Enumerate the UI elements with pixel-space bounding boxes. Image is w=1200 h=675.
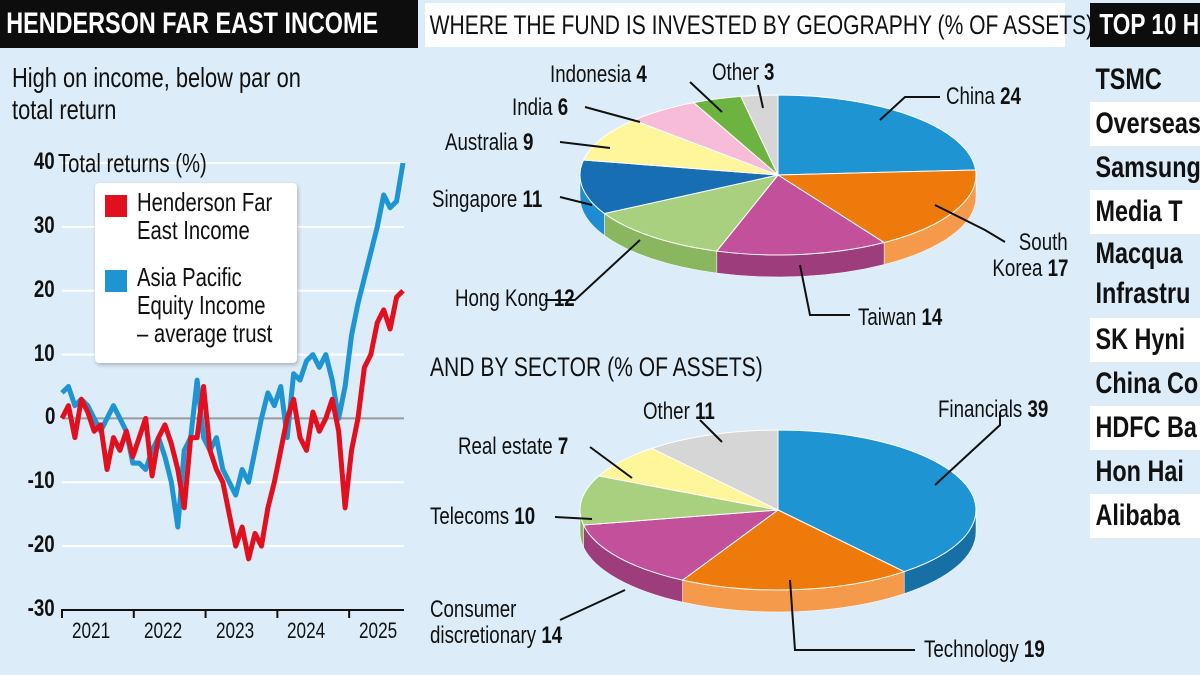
pie-geography (579, 94, 977, 278)
holding-name: Macqua (1095, 237, 1183, 270)
leader-line (559, 589, 626, 621)
label-consumer-discretionary: Consumer discretionary 14 (430, 596, 563, 649)
holding-row: SK Hyni (1090, 318, 1200, 362)
holding-row: Hon Hai (1090, 450, 1200, 494)
x-tick-label: 2023 (215, 618, 254, 643)
holding-name: SK Hyni (1095, 323, 1186, 356)
y-axis-title: Total returns (%) (58, 148, 207, 178)
series-line-average-trust (60, 162, 406, 530)
top-holdings-title: TOP 10 H (1099, 9, 1200, 41)
series-line-henderson (59, 288, 405, 562)
leader-line (545, 239, 641, 301)
holding-name: Overseas (1095, 107, 1200, 140)
label-taiwan: Taiwan 14 (858, 304, 943, 331)
holding-row: China Co (1090, 362, 1200, 406)
label-hong-kong: Hong Kong 12 (455, 285, 575, 312)
leader-line (699, 419, 723, 443)
pie-slice-hong-kong (603, 174, 780, 252)
pie-sector (579, 429, 977, 613)
pie-slice-singapore (579, 159, 779, 215)
holding-name: TSMC (1095, 63, 1162, 96)
leader-line (559, 141, 611, 149)
label-real-estate: Real estate 7 (458, 433, 569, 460)
pie-slice-china (777, 94, 977, 176)
subtitle-line-2: total return (12, 94, 117, 125)
pie-slice-australia (582, 119, 779, 176)
y-tick-label: 40 (34, 148, 55, 175)
pie-slice-technology (681, 509, 906, 591)
pie-slice-taiwan (715, 174, 886, 256)
holding-row: Macqua Infrastru (1090, 234, 1200, 318)
pie-slice-consumer-discretionary (582, 509, 780, 581)
y-tick-label: 10 (34, 339, 55, 367)
geography-title-bar: WHERE THE FUND IS INVESTED BY GEOGRAPHY … (425, 3, 1093, 47)
holding-row: HDFC Ba (1090, 406, 1200, 450)
subtitle-line-1: High on income, below par on (12, 62, 301, 93)
leader-line (934, 412, 1001, 486)
x-tick-label: 2025 (359, 618, 398, 643)
y-tick-label: -20 (27, 531, 55, 559)
label-financials: Financials 39 (938, 396, 1049, 423)
leader-line (559, 196, 593, 206)
y-tick-label: -10 (27, 467, 55, 495)
leader-line (554, 516, 593, 520)
label-south-korea: South Korea 17 (992, 229, 1068, 282)
y-tick-label: 30 (34, 211, 55, 239)
x-tick-label: 2024 (287, 618, 326, 643)
pie-slice-other (650, 429, 779, 511)
legend-swatch-average-trust (105, 270, 127, 292)
leader-line (789, 579, 915, 651)
label-sector-other: Other 11 (643, 398, 715, 425)
leader-line (589, 446, 633, 479)
legend-label-henderson: Henderson Far East Income (137, 187, 273, 245)
holding-name: Samsung (1095, 151, 1200, 184)
sector-title: AND BY SECTOR (% OF ASSETS) (430, 352, 763, 382)
label-india: India 6 (512, 94, 569, 121)
label-indonesia: Indonesia 4 (550, 61, 647, 88)
holding-row: Alibaba (1090, 494, 1200, 538)
leader-line (757, 84, 764, 109)
subtitle: High on income, below par on total retur… (12, 62, 412, 126)
y-tick-label: -30 (27, 595, 55, 622)
leader-line (879, 96, 940, 121)
x-tick-label: 2022 (143, 618, 182, 643)
top-holdings-title-bar: TOP 10 H (1090, 3, 1200, 47)
label-singapore: Singapore 11 (432, 186, 543, 213)
holding-name: Media T (1095, 195, 1183, 228)
chart-legend: Henderson Far East Income Asia Pacific E… (95, 183, 297, 363)
holding-name: Infrastru (1095, 277, 1191, 310)
legend-swatch-henderson (105, 195, 127, 217)
fund-title-bar: HENDERSON FAR EAST INCOME (0, 0, 418, 48)
holding-row: Overseas (1090, 102, 1200, 146)
label-technology: Technology 19 (924, 636, 1045, 663)
label-china: China 24 (946, 83, 1021, 110)
x-tick-label: 2021 (72, 618, 111, 643)
holding-name: China Co (1095, 367, 1199, 400)
fund-title: HENDERSON FAR EAST INCOME (6, 7, 379, 40)
leader-line (799, 264, 850, 316)
label-australia: Australia 9 (445, 129, 534, 156)
geography-title: WHERE THE FUND IS INVESTED BY GEOGRAPHY … (429, 10, 1094, 40)
holding-name: HDFC Ba (1095, 411, 1197, 444)
leader-line (934, 204, 1006, 243)
holding-name: Alibaba (1095, 499, 1180, 532)
holding-row: Samsung (1090, 146, 1200, 190)
pie-slice-financials (777, 429, 977, 573)
holding-row: Media T (1090, 190, 1200, 234)
pie-slice-south-korea (776, 169, 977, 244)
leader-line (689, 81, 723, 113)
pie-slice-telecoms (579, 475, 779, 526)
legend-label-average-trust: Asia Pacific Equity Income – average tru… (137, 262, 273, 348)
y-tick-label: 0 (44, 403, 55, 431)
holding-row: TSMC (1090, 58, 1200, 102)
leader-line (584, 106, 641, 123)
label-geo-other: Other 3 (712, 59, 775, 86)
label-telecoms: Telecoms 10 (430, 503, 536, 530)
holding-name: Hon Hai (1095, 455, 1184, 488)
y-tick-label: 20 (34, 275, 55, 303)
